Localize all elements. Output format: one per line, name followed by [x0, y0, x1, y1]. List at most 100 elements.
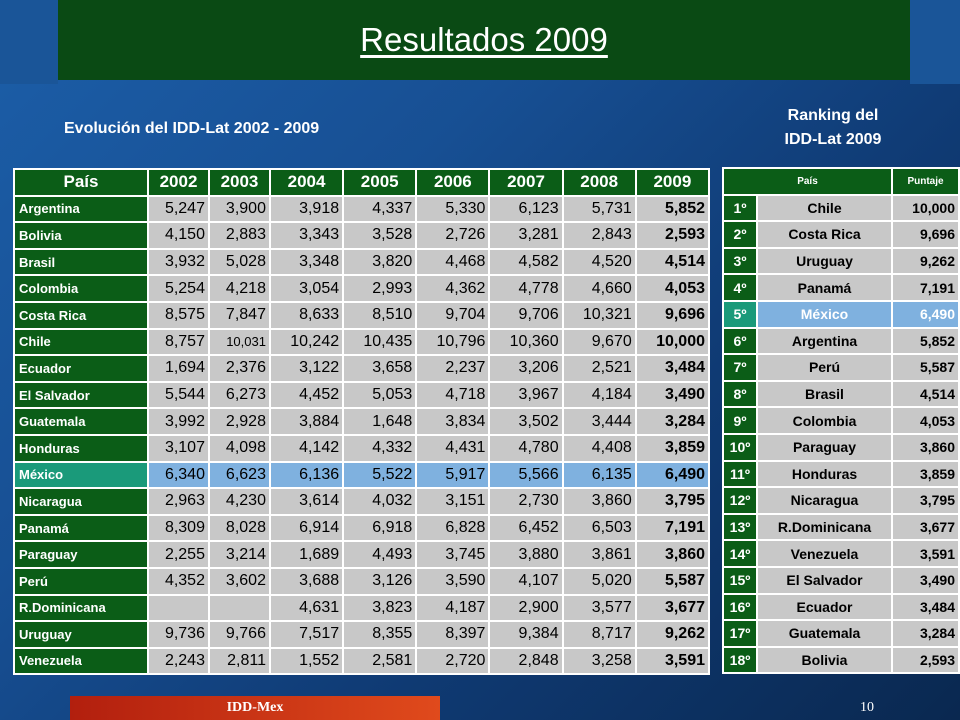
value-cell: 3,932 — [149, 249, 208, 275]
value-cell: 7,191 — [636, 515, 708, 541]
value-cell — [149, 595, 208, 621]
page-number: 10 — [860, 700, 874, 715]
value-cell: 3,918 — [270, 196, 343, 222]
value-cell: 5,852 — [636, 196, 708, 222]
value-cell: 3,823 — [344, 595, 416, 621]
value-cell — [209, 595, 269, 621]
value-cell: 4,408 — [563, 435, 635, 461]
value-cell: 2,883 — [209, 223, 269, 248]
value-cell: 3,206 — [490, 356, 562, 381]
rank-position: 2º — [724, 222, 756, 247]
table-subtitle: Evolución del IDD-Lat 2002 - 2009 — [64, 120, 320, 137]
country-cell: El Salvador — [15, 382, 147, 408]
value-cell: 4,582 — [490, 249, 562, 275]
value-cell: 5,028 — [209, 249, 269, 275]
value-cell: 3,688 — [270, 568, 343, 594]
rank-country: Perú — [758, 355, 891, 380]
rank-score: 7,191 — [893, 275, 958, 300]
ranking-row: 1º Chile 10,000 — [724, 195, 958, 221]
value-cell: 10,796 — [417, 329, 489, 355]
value-cell: 9,736 — [149, 622, 208, 647]
value-cell: 4,150 — [149, 223, 208, 248]
country-cell: Nicaragua — [15, 489, 147, 514]
rank-position: 15º — [724, 567, 756, 593]
column-header: País — [15, 170, 147, 195]
rank-country: Costa Rica — [758, 222, 891, 247]
value-cell: 8,355 — [344, 622, 416, 647]
rank-position: 10º — [724, 434, 756, 460]
ranking-row: 11º Honduras 3,859 — [724, 461, 958, 487]
rank-country: Brasil — [758, 381, 891, 407]
table-row: Ecuador 1,694 2,376 3,122 3,658 2,237 3,206 2,5… — [15, 356, 708, 381]
rank-position: 6º — [724, 328, 756, 354]
value-cell: 3,992 — [149, 409, 208, 434]
value-cell: 6,490 — [636, 462, 708, 488]
value-cell: 5,330 — [417, 196, 489, 222]
value-cell: 6,503 — [563, 515, 635, 541]
value-cell: 9,384 — [490, 622, 562, 647]
rank-score: 9,262 — [893, 248, 958, 274]
column-header: País — [724, 169, 891, 194]
value-cell: 4,053 — [636, 276, 708, 301]
value-cell: 6,918 — [344, 515, 416, 541]
value-cell: 3,602 — [209, 568, 269, 594]
value-cell: 3,900 — [209, 196, 269, 222]
rank-position: 13º — [724, 514, 756, 540]
ranking-row: 6º Argentina 5,852 — [724, 328, 958, 354]
country-cell: Argentina — [15, 196, 147, 222]
value-cell: 5,917 — [417, 462, 489, 488]
column-header: 2005 — [344, 170, 416, 195]
value-cell: 9,766 — [209, 622, 269, 647]
column-header: 2007 — [490, 170, 562, 195]
value-cell: 8,028 — [209, 515, 269, 541]
value-cell: 3,490 — [636, 382, 708, 408]
rank-score: 3,860 — [893, 434, 958, 460]
table-row: Paraguay 2,255 3,214 1,689 4,493 3,745 3,880 3,… — [15, 542, 708, 567]
rank-score: 4,514 — [893, 381, 958, 407]
value-cell: 2,521 — [563, 356, 635, 381]
value-cell: 10,435 — [344, 329, 416, 355]
value-cell: 3,861 — [563, 542, 635, 567]
value-cell: 5,053 — [344, 382, 416, 408]
table-row: Perú 4,352 3,602 3,688 3,126 3,590 4,107 5,020 5… — [15, 568, 708, 594]
value-cell: 5,566 — [490, 462, 562, 488]
table-row: Nicaragua 2,963 4,230 3,614 4,032 3,151 2,730 3… — [15, 489, 708, 514]
rank-position: 14º — [724, 541, 756, 566]
evolution-table-header: País 2002 2003 2004 2005 2006 2007 2008 2009 — [15, 170, 708, 195]
country-cell: Uruguay — [15, 622, 147, 647]
value-cell: 8,575 — [149, 302, 208, 328]
rank-country: Panamá — [758, 275, 891, 300]
table-row: México 6,340 6,623 6,136 5,522 5,917 5,566 6,13… — [15, 462, 708, 488]
value-cell: 4,098 — [209, 435, 269, 461]
evolution-table: País 2002 2003 2004 2005 2006 2007 2008 2009 Arg… — [13, 168, 710, 676]
table-row: Panamá 8,309 8,028 6,914 6,918 6,828 6,452 6,50… — [15, 515, 708, 541]
value-cell: 6,828 — [417, 515, 489, 541]
value-cell: 6,135 — [563, 462, 635, 488]
rank-country: Paraguay — [758, 434, 891, 460]
rank-position: 7º — [724, 355, 756, 380]
rank-score: 3,484 — [893, 594, 958, 620]
value-cell: 4,352 — [149, 568, 208, 594]
value-cell: 3,343 — [270, 223, 343, 248]
ranking-row: 3º Uruguay 9,262 — [724, 248, 958, 274]
value-cell: 3,281 — [490, 223, 562, 248]
column-header: 2006 — [417, 170, 489, 195]
table-row: Uruguay 9,736 9,766 7,517 8,355 8,397 9,384 8,7… — [15, 622, 708, 647]
country-cell: Panamá — [15, 515, 147, 541]
rank-country: Guatemala — [758, 621, 891, 646]
value-cell: 8,717 — [563, 622, 635, 647]
value-cell: 2,593 — [636, 223, 708, 248]
value-cell: 9,706 — [490, 302, 562, 328]
ranking-row: 2º Costa Rica 9,696 — [724, 222, 958, 247]
value-cell: 4,780 — [490, 435, 562, 461]
rank-score: 2,593 — [893, 647, 958, 673]
rank-country: Nicaragua — [758, 488, 891, 513]
value-cell: 4,362 — [417, 276, 489, 301]
column-header: 2002 — [149, 170, 208, 195]
ranking-row: 13º R.Dominicana 3,677 — [724, 514, 958, 540]
table-row: Bolivia 4,150 2,883 3,343 3,528 2,726 3,281 2,8… — [15, 223, 708, 248]
value-cell: 5,587 — [636, 568, 708, 594]
rank-position: 1º — [724, 195, 756, 221]
value-cell: 2,843 — [563, 223, 635, 248]
value-cell: 6,123 — [490, 196, 562, 222]
